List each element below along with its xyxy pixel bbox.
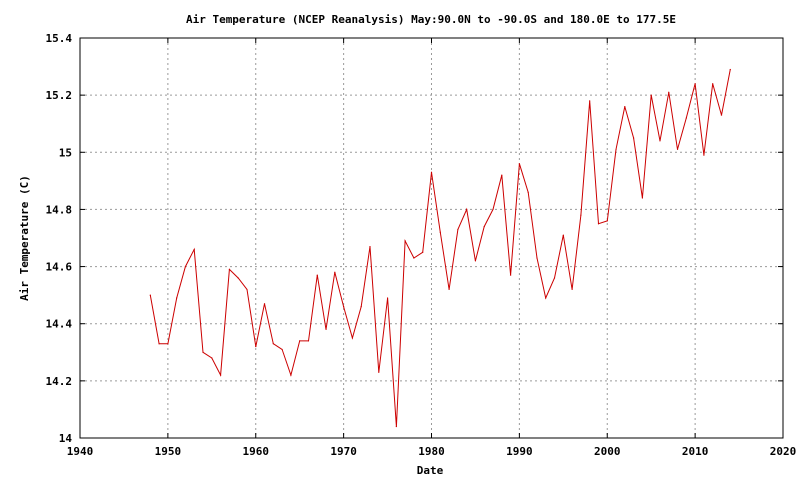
data-point bbox=[466, 208, 468, 211]
data-point bbox=[202, 351, 204, 353]
data-point bbox=[580, 214, 582, 216]
data-point bbox=[641, 197, 644, 199]
x-tick-label: 1970 bbox=[330, 445, 357, 458]
data-point bbox=[343, 305, 345, 308]
data-point bbox=[360, 305, 362, 308]
data-point bbox=[176, 297, 178, 299]
data-layer bbox=[149, 68, 731, 428]
x-tick-label: 1940 bbox=[67, 445, 94, 458]
data-point bbox=[184, 265, 187, 268]
data-point bbox=[597, 223, 600, 225]
data-point bbox=[281, 348, 283, 351]
data-point bbox=[650, 94, 652, 96]
x-axis-label: Date bbox=[417, 464, 444, 477]
data-point bbox=[395, 425, 397, 428]
data-point bbox=[246, 288, 248, 291]
data-point bbox=[237, 277, 239, 279]
data-point bbox=[659, 140, 661, 142]
y-tick-label: 14.2 bbox=[46, 375, 73, 388]
x-tick-label: 1980 bbox=[418, 445, 445, 458]
data-point bbox=[351, 337, 354, 339]
x-tick-label: 2000 bbox=[594, 445, 621, 458]
data-point bbox=[272, 343, 274, 345]
data-point bbox=[676, 148, 679, 151]
y-tick-label: 14.6 bbox=[46, 261, 73, 274]
data-point bbox=[553, 277, 556, 279]
y-tick-label: 14.8 bbox=[46, 203, 73, 216]
y-tick-label: 15 bbox=[59, 146, 72, 159]
data-point bbox=[536, 257, 538, 259]
data-point bbox=[518, 163, 520, 165]
data-point bbox=[668, 91, 670, 93]
data-point bbox=[290, 374, 292, 376]
y-axis-label: Air Temperature (C) bbox=[18, 175, 31, 301]
data-point bbox=[562, 234, 564, 236]
data-point bbox=[386, 297, 389, 299]
y-tick-label: 15.4 bbox=[46, 32, 73, 45]
grid-layer bbox=[80, 38, 783, 438]
data-point bbox=[729, 68, 731, 71]
data-point bbox=[255, 345, 257, 348]
tick-layer: 1940 1950 1960 1970 1980 1990 2000 2010 2020 14 14… bbox=[46, 32, 797, 458]
data-point bbox=[220, 374, 222, 376]
data-point bbox=[624, 105, 626, 108]
x-tick-label: 2020 bbox=[770, 445, 797, 458]
y-tick-label: 15.2 bbox=[46, 89, 73, 102]
data-point bbox=[685, 117, 687, 119]
data-point bbox=[158, 343, 160, 345]
x-tick-label: 1950 bbox=[155, 445, 182, 458]
data-point bbox=[439, 231, 441, 233]
data-point bbox=[422, 251, 424, 253]
data-point bbox=[448, 288, 450, 291]
y-tick-label: 14.4 bbox=[46, 318, 73, 331]
data-point bbox=[378, 371, 380, 373]
data-point bbox=[334, 271, 336, 273]
data-point bbox=[571, 288, 573, 291]
data-point bbox=[263, 303, 266, 305]
data-point bbox=[527, 191, 529, 193]
data-point bbox=[606, 220, 608, 222]
data-point bbox=[633, 137, 635, 139]
data-point bbox=[211, 357, 213, 359]
data-point bbox=[615, 148, 617, 151]
data-point bbox=[694, 83, 696, 85]
data-point bbox=[193, 248, 195, 251]
data-point bbox=[369, 245, 371, 248]
data-point bbox=[712, 83, 714, 85]
data-point bbox=[457, 228, 459, 231]
data-point bbox=[228, 268, 230, 271]
data-point bbox=[404, 240, 406, 242]
data-point bbox=[325, 328, 327, 331]
data-point bbox=[474, 260, 477, 262]
series-line bbox=[149, 69, 731, 427]
data-point bbox=[492, 208, 494, 211]
y-tick-label: 14 bbox=[59, 432, 73, 445]
data-point bbox=[430, 171, 433, 173]
data-point bbox=[589, 100, 591, 102]
data-point bbox=[509, 274, 512, 276]
data-point bbox=[703, 154, 705, 156]
data-point bbox=[149, 294, 151, 296]
x-tick-label: 1960 bbox=[243, 445, 270, 458]
data-point bbox=[483, 225, 485, 228]
data-point bbox=[167, 343, 169, 345]
data-point bbox=[413, 257, 415, 259]
data-point bbox=[720, 114, 723, 116]
x-tick-label: 2010 bbox=[682, 445, 709, 458]
x-tick-label: 1990 bbox=[506, 445, 533, 458]
data-point bbox=[545, 297, 547, 299]
data-point bbox=[307, 340, 310, 342]
chart-title: Air Temperature (NCEP Reanalysis) May:90… bbox=[186, 13, 676, 26]
data-point bbox=[316, 274, 318, 276]
data-point bbox=[299, 340, 301, 342]
data-point bbox=[501, 174, 503, 176]
